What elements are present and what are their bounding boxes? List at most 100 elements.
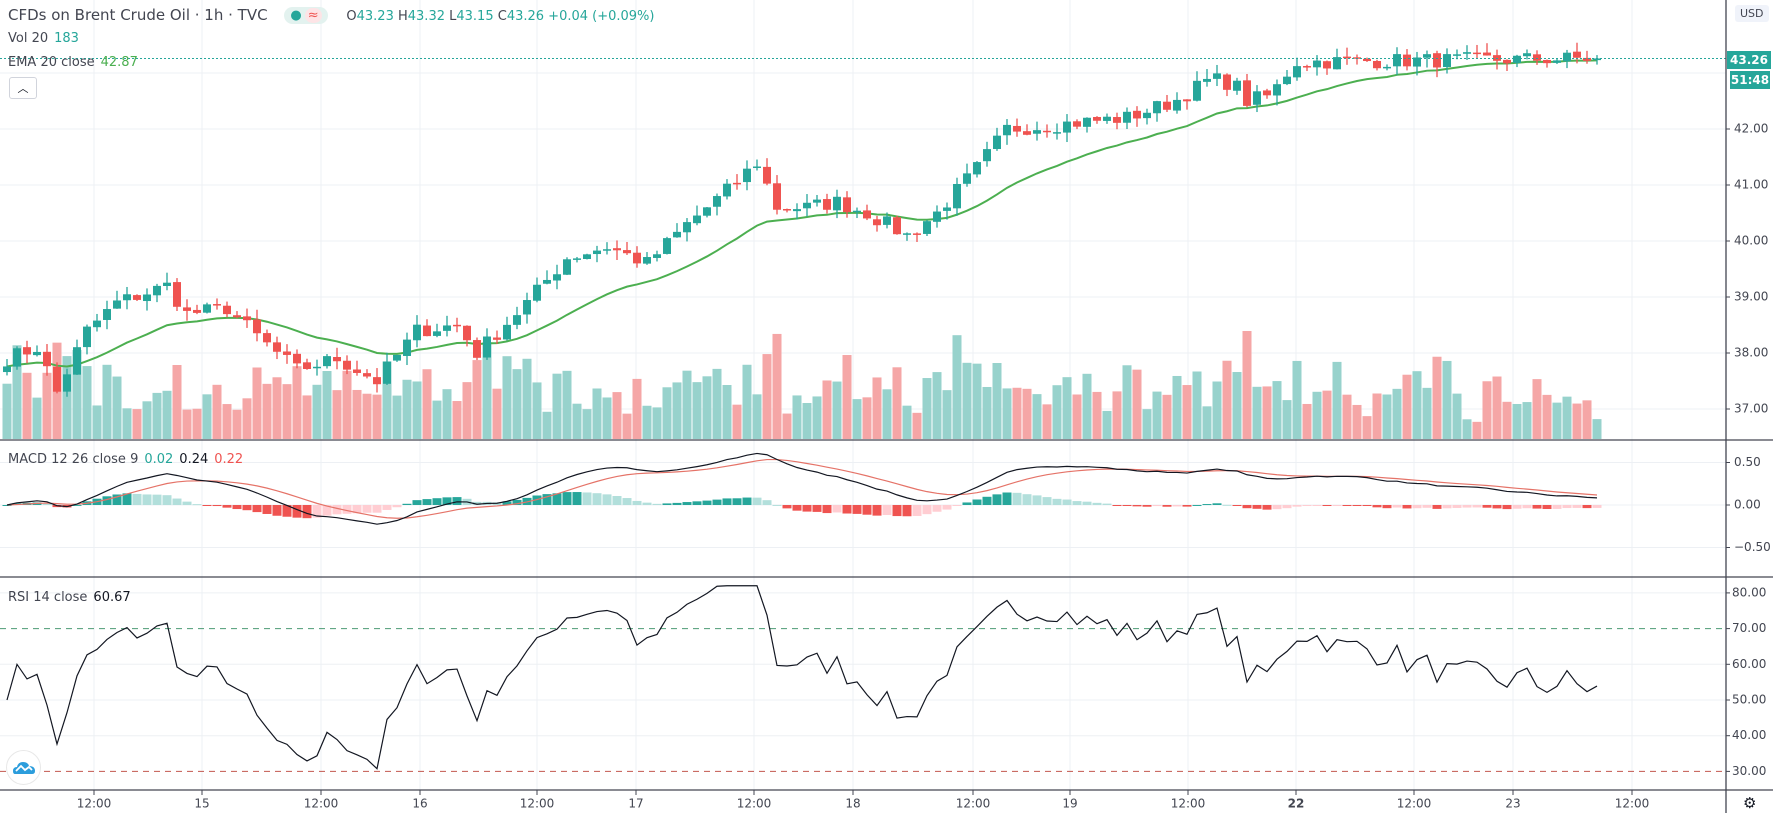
volume-legend[interactable]: Vol 20 183	[8, 31, 79, 46]
rsi-tick-label: 60.00	[1732, 657, 1766, 671]
volume-bar	[492, 388, 502, 439]
candle-body	[1183, 99, 1191, 102]
volume-bar	[152, 392, 162, 439]
macd-hist-bar	[422, 499, 432, 505]
candle-body	[1143, 112, 1151, 119]
macd-hist-bar	[102, 496, 112, 505]
time-tick-label: 22	[1288, 797, 1305, 811]
volume-bar	[952, 335, 962, 439]
volume-bar	[322, 370, 332, 439]
candle-body	[1473, 52, 1481, 55]
volume-bar	[2, 383, 12, 439]
candle-body	[3, 366, 11, 373]
candle-body	[1463, 52, 1471, 54]
volume-bar	[1392, 388, 1402, 439]
candle-body	[703, 207, 711, 216]
currency-label[interactable]: USD	[1735, 5, 1769, 22]
candle-body	[743, 168, 751, 183]
candle-body	[1203, 78, 1211, 82]
macd-line	[6, 452, 1598, 525]
macd-hist-bar	[902, 505, 912, 517]
symbol-legend[interactable]: CFDs on Brent Crude Oil · 1h · TVC ● ≈ O4…	[8, 6, 654, 24]
candle-body	[183, 307, 191, 311]
macd-hist-bar	[992, 494, 1002, 505]
volume-bar	[632, 378, 642, 439]
symbol-title[interactable]: CFDs on Brent Crude Oil · 1h · TVC	[8, 6, 268, 24]
candle-body	[1123, 111, 1131, 123]
settings-gear-icon[interactable]: ⚙	[1743, 794, 1757, 812]
candle-body	[583, 254, 591, 260]
macd-hist-bar	[1542, 505, 1552, 510]
candle-body	[323, 356, 331, 367]
open-label: O	[346, 9, 357, 24]
volume-bar	[682, 370, 692, 439]
candle-body	[1073, 121, 1081, 127]
macd-hist-bar	[262, 505, 272, 514]
macd-hist-bar	[552, 493, 562, 505]
volume-bar	[972, 363, 982, 439]
macd-hist-bar	[972, 499, 982, 505]
volume-bar	[762, 354, 772, 439]
volume-bar	[352, 389, 362, 439]
macd-hist-bar	[442, 497, 452, 505]
candle-body	[653, 254, 661, 258]
macd-hist-bar	[1332, 505, 1342, 506]
candle-body	[1593, 58, 1601, 61]
candle-body	[403, 339, 411, 356]
candle-body	[143, 294, 151, 302]
price-tick-label: 37.00	[1734, 402, 1768, 416]
candle-body	[283, 351, 291, 355]
macd-hist-bar	[1212, 503, 1222, 505]
macd-hist-bar	[512, 499, 522, 505]
volume-bar	[332, 390, 342, 439]
volume-bar	[72, 350, 82, 439]
volume-bar	[1292, 360, 1302, 439]
candle-body	[1553, 60, 1561, 63]
volume-bar	[272, 377, 282, 439]
macd-hist-bar	[1142, 505, 1152, 507]
candle-body	[923, 221, 931, 234]
candle-body	[73, 347, 81, 375]
volume-bar	[1112, 391, 1122, 439]
volume-bar	[522, 358, 532, 439]
rsi-value: 60.67	[93, 590, 131, 605]
collapse-legend-button[interactable]: ︿	[9, 77, 37, 99]
candle-body	[1443, 54, 1451, 68]
volume-bar	[12, 345, 22, 439]
candle-body	[213, 304, 221, 306]
ema-legend[interactable]: EMA 20 close 42.87	[8, 55, 138, 70]
candle-body	[763, 166, 771, 184]
macd-legend[interactable]: MACD 12 26 close 9 0.02 0.24 0.22	[8, 452, 243, 467]
time-tick-label: 18	[845, 797, 860, 811]
volume-bar	[1572, 403, 1582, 439]
macd-hist-bar	[1352, 505, 1362, 506]
candle-body	[633, 252, 641, 264]
macd-hist-bar	[912, 505, 922, 516]
volume-bar	[42, 372, 52, 439]
macd-hist-bar	[1552, 505, 1562, 509]
status-badge[interactable]: ● ≈	[284, 7, 328, 24]
macd-hist-bar	[1342, 505, 1352, 506]
tradingview-logo[interactable]	[6, 750, 41, 785]
volume-bar	[222, 404, 232, 439]
time-tick-label: 19	[1062, 797, 1077, 811]
candle-body	[333, 356, 341, 362]
macd-hist-bar	[1372, 505, 1382, 508]
macd-hist-bar	[1302, 505, 1312, 506]
time-tick-label: 12:00	[304, 797, 339, 811]
candle-body	[1333, 57, 1341, 70]
open-value: 43.23	[356, 9, 394, 24]
volume-bar	[1342, 394, 1352, 439]
volume-bar	[1042, 404, 1052, 439]
volume-bar	[842, 355, 852, 439]
candle-body	[803, 202, 811, 209]
candle-body	[1093, 116, 1101, 121]
candle-body	[93, 320, 101, 328]
volume-bar	[212, 384, 222, 439]
macd-hist-bar	[1512, 505, 1522, 509]
macd-hist-bar	[282, 505, 292, 517]
price-tick-label: 38.00	[1734, 346, 1768, 360]
rsi-legend[interactable]: RSI 14 close 60.67	[8, 590, 131, 605]
volume-bar	[32, 397, 42, 439]
